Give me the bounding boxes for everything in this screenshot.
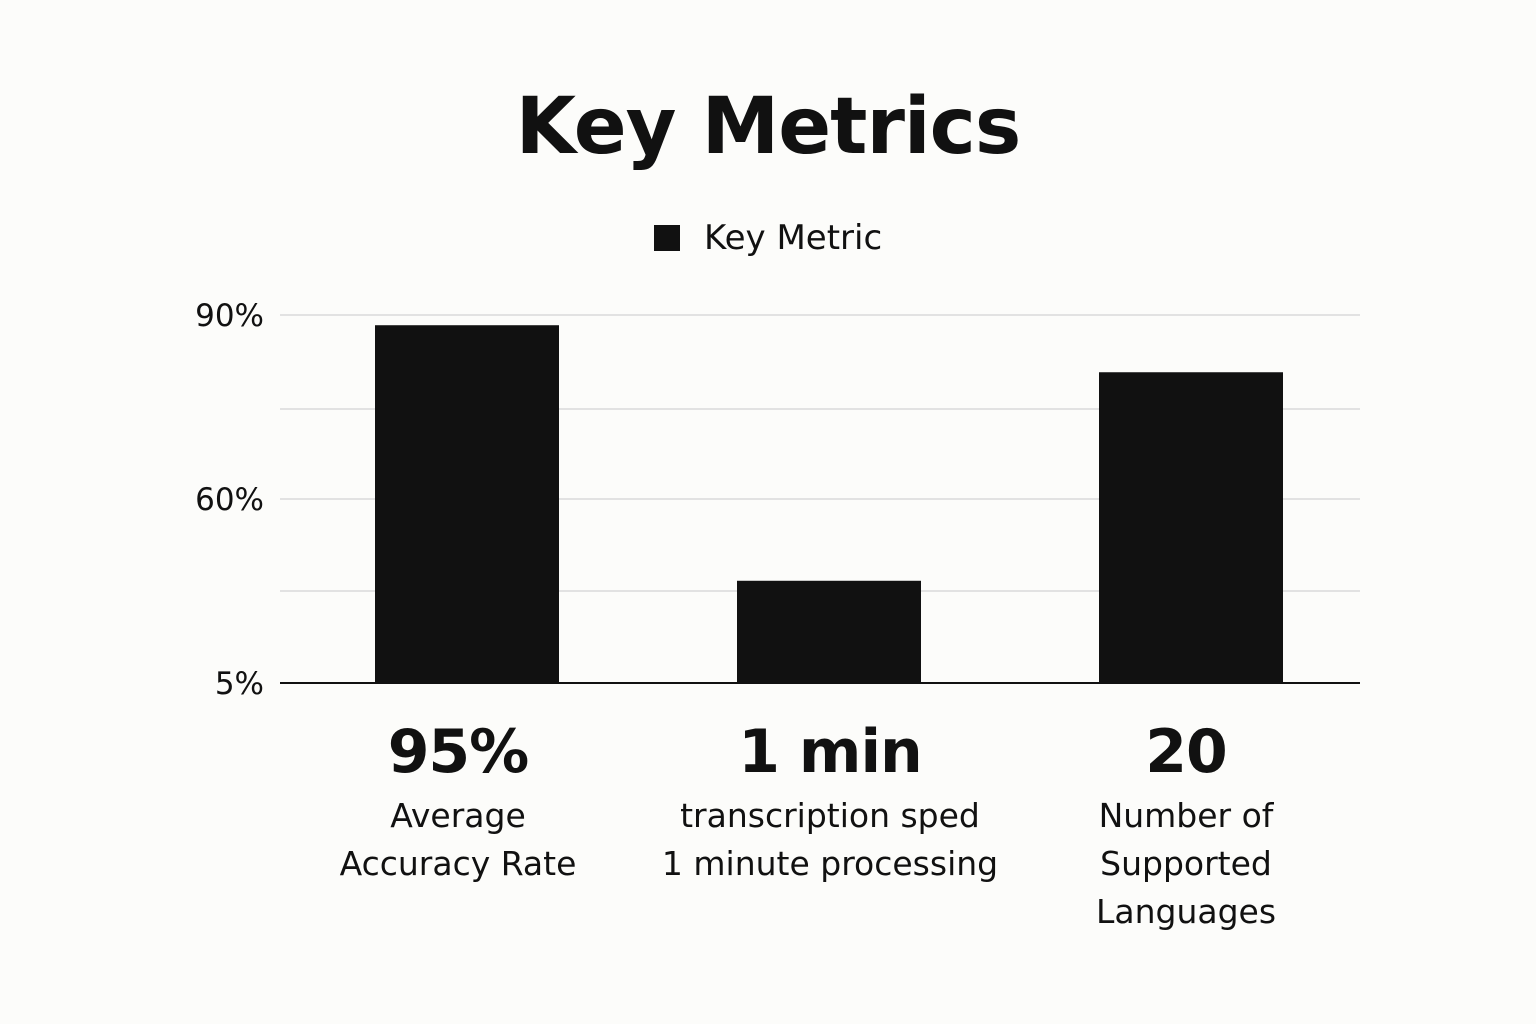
chart-title: Key Metrics bbox=[515, 82, 1022, 172]
category-value: 95% bbox=[387, 717, 530, 787]
y-tick-label: 90% bbox=[195, 298, 264, 334]
bar bbox=[737, 580, 921, 683]
y-tick-label: 60% bbox=[195, 482, 264, 518]
legend: Key Metric bbox=[654, 218, 882, 258]
category-accuracy: 95% Average Accuracy Rate bbox=[248, 716, 668, 888]
category-languages: 20 Number of Supported Languages bbox=[976, 716, 1396, 936]
category-label: Number of Supported Languages bbox=[1095, 796, 1277, 931]
legend-label: Key Metric bbox=[704, 218, 883, 258]
category-value: 1 min bbox=[738, 717, 922, 787]
category-label: transcription sped 1 minute processing bbox=[661, 796, 999, 883]
category-speed: 1 min transcription sped 1 minute proces… bbox=[620, 716, 1040, 888]
bar bbox=[1099, 372, 1283, 683]
y-tick-label: 5% bbox=[215, 666, 264, 702]
legend-swatch bbox=[654, 225, 680, 251]
bar bbox=[375, 325, 559, 683]
category-label: Average Accuracy Rate bbox=[339, 796, 577, 883]
category-value: 20 bbox=[1145, 717, 1228, 787]
